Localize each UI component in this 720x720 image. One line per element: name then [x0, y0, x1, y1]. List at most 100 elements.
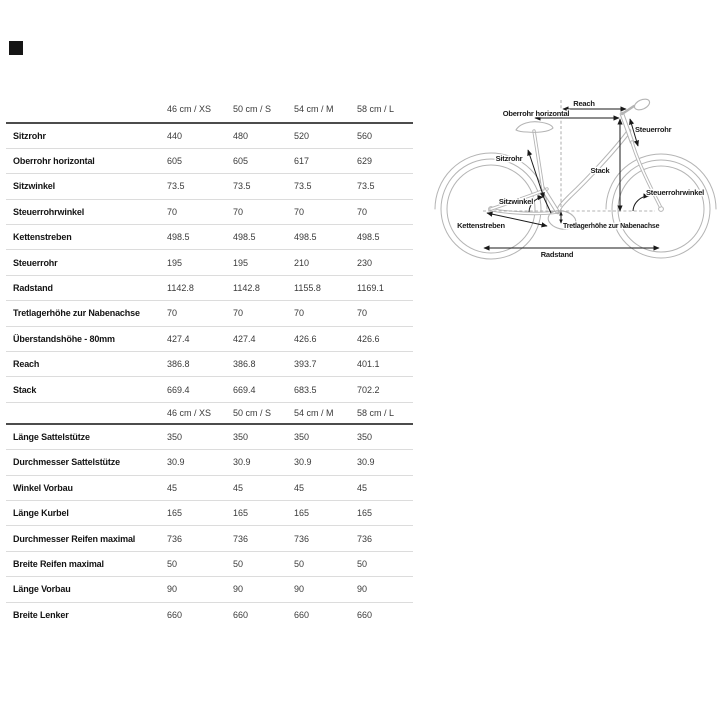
geometry-table: 46 cm / XS 50 cm / S 54 cm / M 58 cm / L Sit…: [6, 96, 413, 627]
row-label: Steuerrohrwinkel: [13, 206, 85, 217]
cell-value: 50: [233, 558, 244, 569]
cell-value: 165: [167, 508, 183, 519]
cell-value: 629: [357, 156, 373, 167]
headangle-label: Steuerrohrwinkel: [646, 188, 704, 197]
cell-value: 736: [294, 533, 310, 544]
table-row: Länge Vorbau 90 90 90 90: [6, 577, 413, 603]
stem: [620, 104, 636, 116]
cell-value: 230: [357, 257, 373, 268]
cell-value: 90: [233, 584, 244, 595]
blank-cell: [6, 402, 167, 424]
reach-label: Reach: [573, 99, 595, 108]
row-label: Winkel Vorbau: [13, 482, 73, 493]
cell-value: 426.6: [294, 333, 317, 344]
table-row: Stack 669.4 669.4 683.5 702.2: [6, 377, 413, 403]
cell-value: 30.9: [294, 457, 312, 468]
cell-value: 73.5: [357, 181, 375, 192]
front-fender: [605, 153, 717, 210]
column-header: 50 cm / S: [233, 408, 272, 419]
cell-value: 70: [357, 308, 368, 319]
table-row: Breite Reifen maximal 50 50 50 50: [6, 551, 413, 577]
cell-value: 498.5: [233, 232, 256, 243]
column-header: 54 cm / M: [294, 104, 334, 114]
cell-value: 90: [294, 584, 305, 595]
row-label: Länge Sattelstütze: [13, 432, 90, 443]
row-label: Kettenstreben: [13, 232, 72, 243]
seatangle-label: Sitzwinkel: [499, 197, 533, 206]
table-row: Länge Kurbel 165 165 165 165: [6, 500, 413, 526]
table-row: Kettenstreben 498.5 498.5 498.5 498.5: [6, 225, 413, 250]
table-row: Winkel Vorbau 45 45 45 45: [6, 475, 413, 501]
cell-value: 427.4: [167, 333, 190, 344]
cell-value: 427.4: [233, 333, 256, 344]
cell-value: 350: [233, 432, 249, 443]
table-row: Länge Sattelstütze 350 350 350 350: [6, 424, 413, 450]
table-row: Durchmesser Sattelstütze 30.9 30.9 30.9 30.9: [6, 450, 413, 476]
cell-value: 350: [357, 432, 373, 443]
table-row: Steuerrohr 195 195 210 230: [6, 250, 413, 276]
cell-value: 617: [294, 156, 310, 167]
cell-value: 70: [233, 308, 244, 319]
cell-value: 70: [167, 206, 178, 217]
cell-value: 45: [357, 482, 368, 493]
blank-cell: [6, 96, 167, 123]
cell-value: 73.5: [233, 181, 251, 192]
cell-value: 605: [233, 156, 249, 167]
cell-value: 660: [167, 609, 183, 620]
cell-value: 386.8: [233, 359, 256, 370]
seattube-arrow: [527, 149, 545, 199]
cell-value: 401.1: [357, 359, 380, 370]
row-label: Sitzrohr: [13, 130, 46, 141]
table-row: Überstandshöhe - 80mm 427.4 427.4 426.6 426.…: [6, 326, 413, 352]
cell-value: 50: [357, 558, 368, 569]
row-label: Sitzwinkel: [13, 181, 56, 192]
geometry-table-body: 46 cm / XS 50 cm / S 54 cm / M 58 cm / L Sit…: [6, 96, 413, 627]
logo-mark: [9, 41, 23, 55]
headtube-label: Steuerrohr: [635, 125, 672, 134]
column-header: 50 cm / S: [233, 104, 272, 114]
cell-value: 498.5: [294, 232, 317, 243]
cell-value: 30.9: [233, 457, 251, 468]
table-row: Tretlagerhöhe zur Nabenachse 70 70 70 70: [6, 301, 413, 327]
cell-value: 605: [167, 156, 183, 167]
cell-value: 683.5: [294, 384, 317, 395]
cell-value: 45: [167, 482, 178, 493]
column-header: 58 cm / L: [357, 104, 395, 114]
cell-value: 736: [167, 533, 183, 544]
cell-value: 70: [357, 206, 368, 217]
chainstay-arrow: [486, 211, 548, 228]
cell-value: 195: [233, 257, 249, 268]
cell-value: 426.6: [357, 333, 380, 344]
headangle-arc: [632, 193, 650, 212]
cell-value: 560: [357, 130, 373, 141]
table-row: Breite Lenker 660 660 660 660: [6, 602, 413, 627]
cell-value: 90: [167, 584, 178, 595]
cell-value: 90: [357, 584, 368, 595]
toptube-label: Oberrohr horizontal: [503, 109, 570, 118]
row-label: Reach: [13, 359, 40, 370]
cell-value: 660: [357, 609, 373, 620]
bb-height-label: Tretlagerhöhe zur Nabenachse: [563, 223, 660, 230]
row-label: Durchmesser Sattelstütze: [13, 457, 120, 468]
cell-value: 30.9: [357, 457, 375, 468]
cell-value: 165: [294, 508, 310, 519]
table-row: Radstand 1142.8 1142.8 1155.8 1169.1: [6, 275, 413, 301]
cell-value: 70: [167, 308, 178, 319]
row-label: Durchmesser Reifen maximal: [13, 533, 136, 544]
cell-value: 660: [233, 609, 249, 620]
row-label: Breite Reifen maximal: [13, 558, 104, 569]
cell-value: 195: [167, 257, 183, 268]
cell-value: 1142.8: [233, 283, 260, 294]
row-label: Steuerrohr: [13, 257, 58, 268]
cell-value: 1155.8: [294, 283, 321, 294]
cell-value: 498.5: [357, 232, 380, 243]
seatangle-arc: [528, 195, 544, 213]
size-header-row-2: 46 cm / XS 50 cm / S 54 cm / M 58 cm / L: [6, 402, 413, 425]
cell-value: 669.4: [233, 384, 256, 395]
row-label: Breite Lenker: [13, 609, 69, 620]
seat-angle-extension-line: [543, 197, 552, 214]
bike-geometry-diagram: Reach Oberrohr horizontal Steuerrohr Sit…: [434, 98, 717, 260]
table-row: Oberrohr horizontal 605 605 617 629: [6, 148, 413, 174]
row-label: Stack: [13, 384, 37, 395]
